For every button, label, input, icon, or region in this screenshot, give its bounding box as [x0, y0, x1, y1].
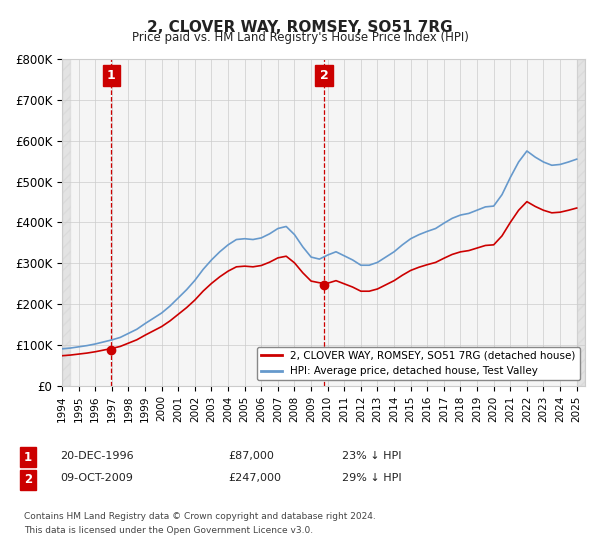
Text: £87,000: £87,000	[228, 451, 274, 461]
Bar	[577, 59, 585, 386]
Text: 2: 2	[24, 473, 32, 486]
Text: £247,000: £247,000	[228, 473, 281, 483]
Text: This data is licensed under the Open Government Licence v3.0.: This data is licensed under the Open Gov…	[24, 526, 313, 535]
Text: 1: 1	[107, 69, 116, 82]
Text: 23% ↓ HPI: 23% ↓ HPI	[342, 451, 401, 461]
Text: 29% ↓ HPI: 29% ↓ HPI	[342, 473, 401, 483]
Legend: 2, CLOVER WAY, ROMSEY, SO51 7RG (detached house), HPI: Average price, detached h: 2, CLOVER WAY, ROMSEY, SO51 7RG (detache…	[257, 347, 580, 380]
Text: 2, CLOVER WAY, ROMSEY, SO51 7RG: 2, CLOVER WAY, ROMSEY, SO51 7RG	[147, 20, 453, 35]
Text: 09-OCT-2009: 09-OCT-2009	[60, 473, 133, 483]
Text: 1: 1	[24, 451, 32, 464]
Text: Contains HM Land Registry data © Crown copyright and database right 2024.: Contains HM Land Registry data © Crown c…	[24, 512, 376, 521]
Bar	[62, 59, 70, 386]
Text: 2: 2	[320, 69, 328, 82]
Text: 20-DEC-1996: 20-DEC-1996	[60, 451, 134, 461]
Text: Price paid vs. HM Land Registry's House Price Index (HPI): Price paid vs. HM Land Registry's House …	[131, 31, 469, 44]
